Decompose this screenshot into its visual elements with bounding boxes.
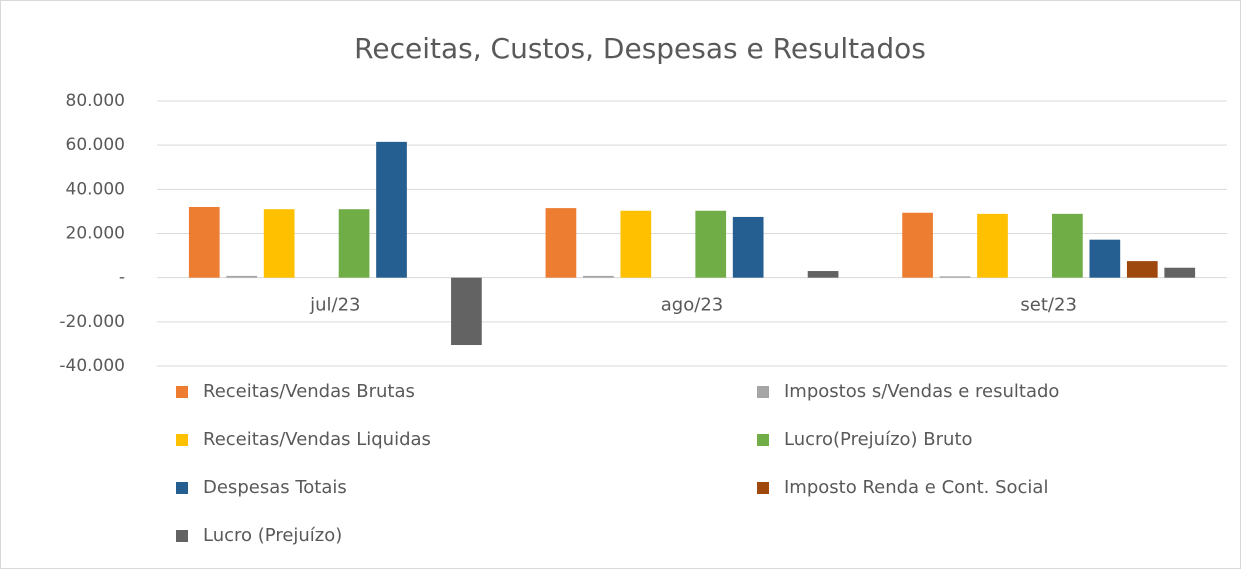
bar: [376, 141, 407, 278]
x-tick-label: set/23: [1020, 295, 1076, 316]
bar: [977, 213, 1008, 278]
y-tick-label: -: [119, 268, 125, 288]
bar: [695, 210, 727, 278]
bar: [807, 271, 839, 278]
legend-swatch: [757, 434, 769, 446]
legend-swatch: [176, 482, 188, 494]
bar: [1052, 213, 1083, 278]
legend-swatch: [757, 386, 769, 398]
legend-label: Imposto Renda e Cont. Social: [784, 477, 1048, 498]
legend-swatch: [176, 530, 188, 542]
bar: [732, 216, 764, 278]
y-tick-label: 80.000: [66, 91, 125, 111]
bar: [226, 275, 258, 278]
bar: [620, 210, 652, 278]
legend-label: Receitas/Vendas Brutas: [203, 381, 415, 402]
bar: [545, 208, 577, 278]
legend-label: Lucro(Prejuízo) Bruto: [784, 429, 973, 450]
legend-swatch: [176, 386, 188, 398]
x-tick-label: jul/23: [309, 295, 360, 316]
y-tick-label: 40.000: [66, 179, 125, 199]
legend-swatch: [757, 482, 769, 494]
legend-label: Impostos s/Vendas e resultado: [784, 381, 1059, 402]
y-tick-label: -40.000: [59, 356, 125, 376]
legend-swatch: [176, 434, 188, 446]
bar: [1126, 261, 1158, 278]
bar: [939, 276, 971, 278]
y-tick-label: 20.000: [66, 224, 125, 244]
bar: [263, 209, 295, 278]
legend-label: Receitas/Vendas Liquidas: [203, 429, 431, 450]
bar: [902, 212, 933, 278]
legend-label: Despesas Totais: [203, 477, 347, 498]
legend-label: Lucro (Prejuízo): [203, 525, 342, 546]
bar: [1089, 239, 1121, 278]
bar: [338, 209, 370, 278]
y-tick-label: 60.000: [66, 135, 125, 155]
bar: [188, 207, 220, 278]
x-tick-label: ago/23: [661, 295, 723, 316]
bar: [1164, 267, 1196, 278]
bar: [583, 275, 614, 278]
chart-title: Receitas, Custos, Despesas e Resultados: [354, 32, 926, 65]
y-tick-label: -20.000: [59, 312, 125, 332]
bar: [451, 277, 482, 346]
